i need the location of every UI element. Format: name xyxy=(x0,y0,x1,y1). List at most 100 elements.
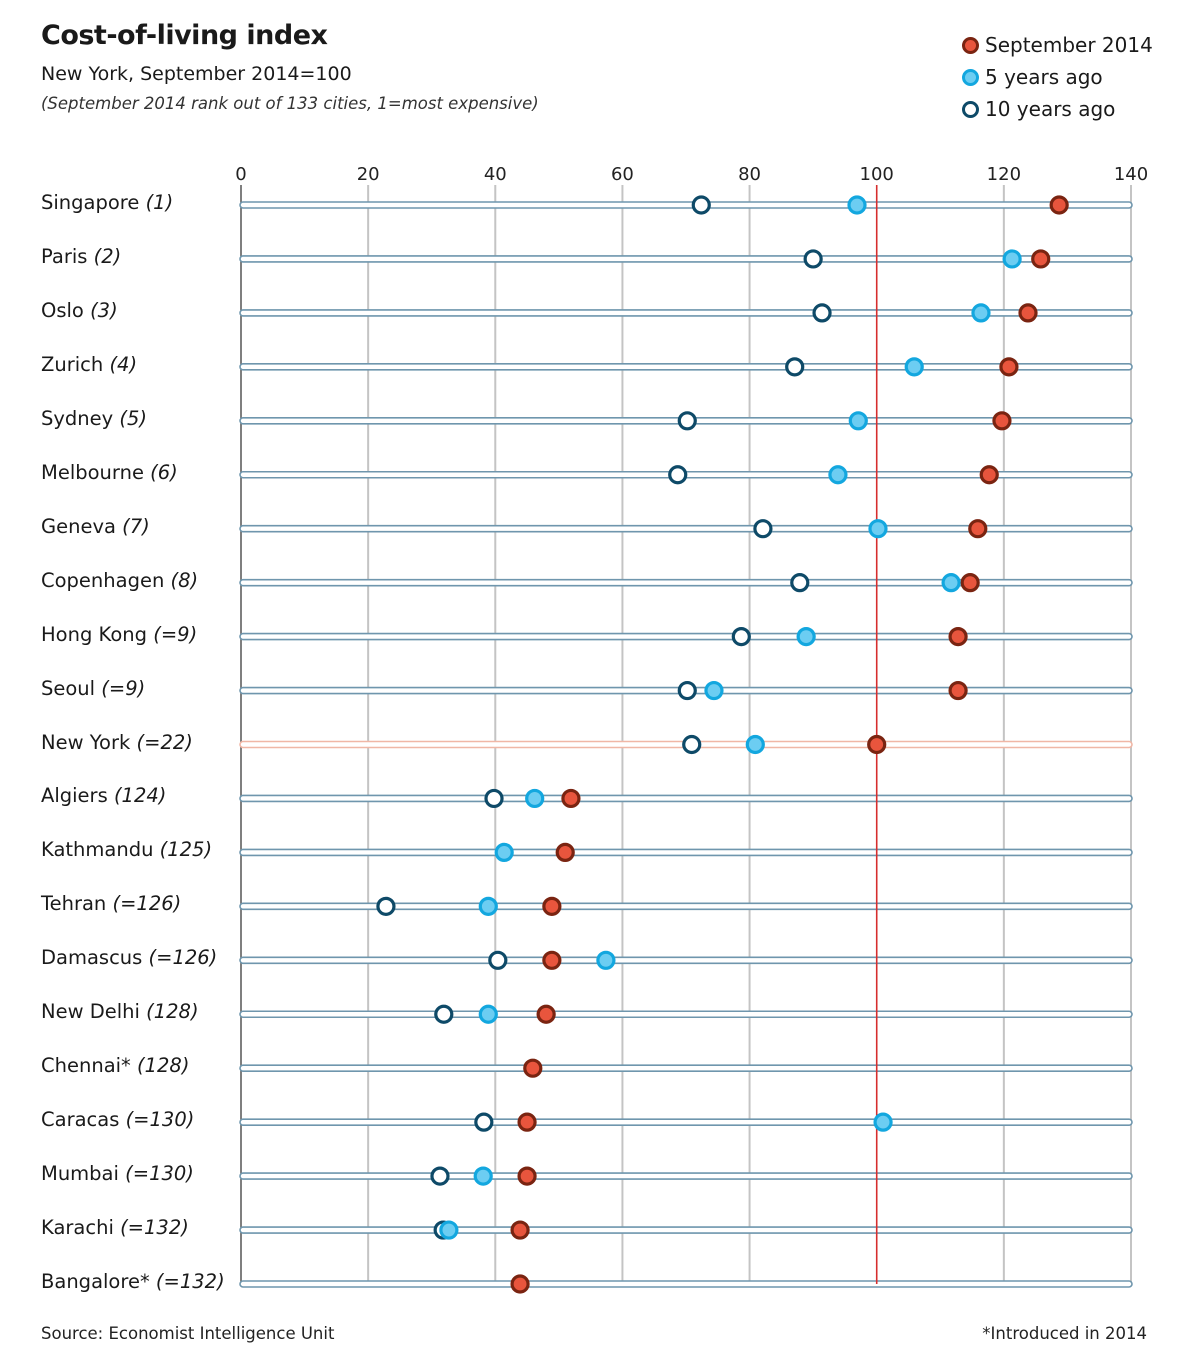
row-label: Karachi (=132) xyxy=(41,1216,189,1239)
x-tick-label: 140 xyxy=(1114,164,1148,185)
row-lines xyxy=(239,201,1133,1288)
city-rank: (=9) xyxy=(153,622,198,646)
row-line xyxy=(239,1280,1133,1288)
row-label: Sydney (5) xyxy=(41,407,147,430)
dot-sep-2014 xyxy=(517,1112,537,1132)
dot-ten-years xyxy=(785,357,805,377)
city-name: Geneva xyxy=(41,514,123,538)
dot-ten-years xyxy=(668,465,688,485)
dot-five-years xyxy=(478,1004,498,1024)
legend-sep2014-label: September 2014 xyxy=(985,33,1153,57)
city-rank: (1) xyxy=(145,191,174,214)
x-tick-label: 60 xyxy=(611,164,634,185)
dot-ten-years xyxy=(803,249,823,269)
dot-sep-2014 xyxy=(960,573,980,593)
dot-ten-years xyxy=(488,950,508,970)
dot-five-years xyxy=(971,303,991,323)
footnote: *Introduced in 2014 xyxy=(982,1324,1147,1343)
city-name: Algiers xyxy=(41,784,114,808)
city-name: Copenhagen xyxy=(41,568,171,592)
row-label: Kathmandu (125) xyxy=(41,838,212,861)
city-name: New Delhi xyxy=(41,1000,147,1024)
dot-sep-2014 xyxy=(523,1058,543,1078)
city-name: Zurich xyxy=(41,352,110,376)
dot-ten-years xyxy=(790,573,810,593)
legend-ten-years-marker-icon xyxy=(962,100,979,118)
row-label: Mumbai (=130) xyxy=(41,1162,194,1185)
row-line xyxy=(239,1064,1133,1072)
row-line xyxy=(239,1226,1133,1234)
row-label: Singapore (1) xyxy=(41,191,173,214)
dot-sep-2014 xyxy=(1049,195,1069,215)
city-rank: (8) xyxy=(170,568,199,592)
city-name: Seoul xyxy=(41,676,102,700)
row-line xyxy=(239,848,1133,857)
dot-five-years xyxy=(941,573,961,593)
row-line xyxy=(239,255,1133,263)
x-tick-label: 40 xyxy=(484,164,507,185)
row-line xyxy=(239,794,1133,803)
row-label: Oslo (3) xyxy=(41,299,118,322)
chart-subtitle: New York, September 2014=100 xyxy=(41,63,352,85)
city-rank: (3) xyxy=(90,298,118,322)
dot-ten-years xyxy=(484,788,504,809)
city-rank: (128) xyxy=(137,1054,190,1078)
legend-sep2014-marker-icon xyxy=(962,36,979,54)
chart-title: Cost-of-living index xyxy=(41,20,328,51)
dot-ten-years xyxy=(753,519,773,539)
city-rank: (5) xyxy=(119,406,148,430)
dot-five-years xyxy=(596,950,616,970)
city-name: Caracas xyxy=(41,1108,126,1132)
dot-sep-2014 xyxy=(510,1220,530,1240)
data-points xyxy=(376,195,1069,1294)
row-line xyxy=(239,1172,1133,1180)
dot-five-years xyxy=(873,1112,893,1132)
dot-sep-2014 xyxy=(555,842,575,863)
row-line xyxy=(239,309,1133,317)
dot-five-years xyxy=(848,411,868,431)
city-rank: (=132) xyxy=(155,1270,225,1293)
city-rank: (=130) xyxy=(125,1108,195,1132)
city-rank: (=130) xyxy=(125,1162,194,1186)
city-name: Melbourne xyxy=(41,460,151,484)
row-label: Melbourne (6) xyxy=(41,461,178,484)
city-name: Paris xyxy=(41,244,94,268)
dot-five-years xyxy=(904,357,924,377)
city-rank: (=9) xyxy=(101,676,146,700)
city-rank: (7) xyxy=(122,514,150,538)
city-name: Kathmandu xyxy=(41,838,160,862)
city-name: Damascus xyxy=(41,946,149,970)
dot-ten-years xyxy=(731,626,751,647)
row-line xyxy=(239,363,1133,371)
city-rank: (125) xyxy=(159,838,213,862)
row-label: Chennai* (128) xyxy=(41,1054,189,1077)
row-label: Seoul (=9) xyxy=(41,677,145,700)
dot-ten-years xyxy=(812,303,832,323)
city-name: Hong Kong xyxy=(41,622,154,646)
dot-sep-2014 xyxy=(999,357,1019,377)
row-line xyxy=(239,902,1133,911)
city-name: Tehran xyxy=(41,892,113,916)
dot-five-years xyxy=(478,896,498,916)
x-tick-label: 80 xyxy=(738,164,761,185)
city-name: Sydney xyxy=(41,406,120,430)
dot-five-years xyxy=(1002,249,1022,269)
dot-ten-years xyxy=(474,1112,494,1132)
city-name: Karachi xyxy=(41,1216,121,1240)
x-tick-label: 20 xyxy=(357,164,380,185)
row-line xyxy=(239,956,1133,965)
row-label: Tehran (=126) xyxy=(41,892,181,915)
dot-sep-2014 xyxy=(1018,303,1038,323)
city-rank: (6) xyxy=(150,460,178,484)
dot-sep-2014 xyxy=(979,465,999,485)
dot-sep-2014 xyxy=(510,1274,530,1294)
row-label: Paris (2) xyxy=(41,245,121,268)
x-axis-ticks: 0 20 40 60 80 100 120 140 xyxy=(235,164,1148,185)
legend-item-ten-years: 10 years ago xyxy=(962,93,1153,125)
dot-ten-years xyxy=(434,1004,454,1024)
row-line xyxy=(239,201,1133,209)
city-rank: (=126) xyxy=(148,946,218,970)
city-rank: (=22) xyxy=(136,730,193,754)
row-label: Hong Kong (=9) xyxy=(41,623,197,646)
